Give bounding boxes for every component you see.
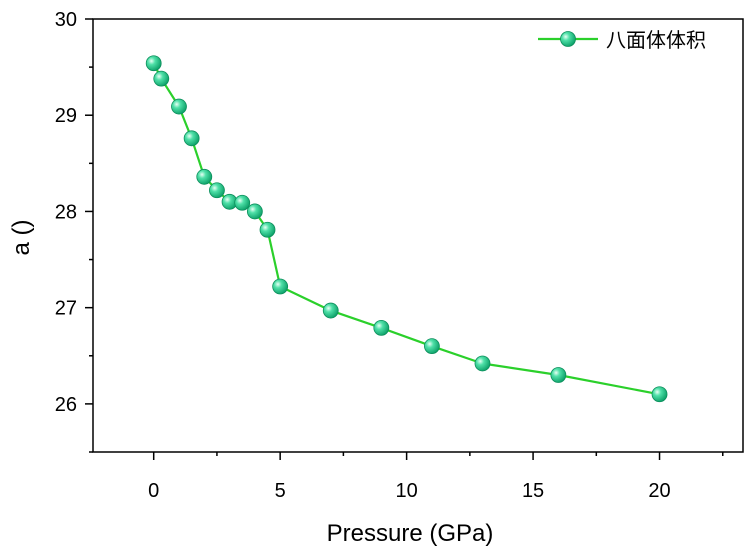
y-tick-label: 28 (55, 201, 77, 223)
x-tick-label: 20 (648, 480, 670, 502)
series-layer (145, 55, 668, 403)
data-point (550, 367, 567, 383)
legend-label: 八面体体积 (606, 28, 706, 52)
data-point (322, 302, 339, 319)
y-tick-label: 27 (55, 298, 77, 320)
data-point (259, 221, 276, 238)
data-point (474, 355, 491, 372)
data-point (234, 194, 251, 211)
plot-frame (92, 18, 744, 453)
y-axis-title: a () (8, 220, 35, 256)
x-tick-label: 5 (275, 480, 286, 502)
y-tick-label: 29 (55, 105, 77, 127)
x-tick-label: 0 (148, 480, 159, 502)
data-point (171, 98, 187, 115)
data-point (272, 278, 289, 295)
plot-area (92, 18, 744, 453)
data-point (651, 386, 668, 403)
data-point (196, 168, 213, 185)
data-point (424, 338, 440, 355)
legend: 八面体体积 (538, 28, 706, 52)
y-tick-label: 30 (55, 9, 77, 31)
data-point (153, 70, 170, 87)
axes: 0 5 10 15 20 26 27 28 29 30 (55, 9, 724, 502)
legend-marker-swatch (560, 31, 576, 47)
series-line (152, 62, 660, 396)
data-point (183, 130, 200, 147)
data-point (373, 319, 390, 336)
data-point (145, 55, 162, 72)
x-tick-label: 15 (522, 480, 544, 502)
y-tick-label: 26 (55, 394, 77, 416)
x-axis-title: Pressure (GPa) (327, 520, 494, 547)
x-tick-label: 10 (395, 480, 417, 502)
data-point (246, 203, 263, 220)
data-point (209, 182, 225, 199)
